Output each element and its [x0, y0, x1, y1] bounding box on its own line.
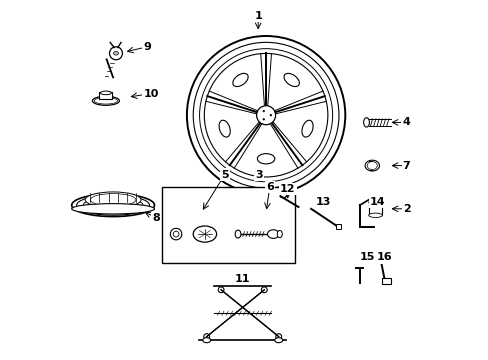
- Text: 14: 14: [369, 197, 385, 207]
- Circle shape: [109, 47, 122, 60]
- Text: 1: 1: [254, 11, 262, 21]
- Ellipse shape: [92, 96, 119, 105]
- Text: 10: 10: [143, 89, 158, 99]
- Circle shape: [269, 114, 271, 116]
- Ellipse shape: [267, 230, 279, 238]
- Circle shape: [173, 231, 179, 237]
- Ellipse shape: [363, 118, 368, 127]
- Text: 4: 4: [402, 117, 409, 127]
- Text: 6: 6: [265, 182, 273, 192]
- Ellipse shape: [113, 51, 118, 55]
- Ellipse shape: [235, 230, 241, 238]
- Circle shape: [275, 334, 281, 339]
- Ellipse shape: [203, 338, 210, 343]
- Ellipse shape: [83, 197, 142, 213]
- Text: 12: 12: [279, 184, 295, 194]
- Ellipse shape: [77, 195, 149, 215]
- Text: 13: 13: [315, 197, 331, 207]
- Text: 2: 2: [402, 204, 409, 214]
- Circle shape: [203, 334, 209, 339]
- Circle shape: [263, 110, 264, 112]
- Ellipse shape: [368, 200, 382, 204]
- Circle shape: [170, 228, 182, 240]
- Ellipse shape: [368, 213, 382, 217]
- Text: 9: 9: [143, 42, 151, 52]
- Ellipse shape: [366, 162, 377, 170]
- Text: 15: 15: [359, 252, 374, 262]
- Ellipse shape: [90, 194, 136, 206]
- Ellipse shape: [193, 226, 216, 242]
- Circle shape: [193, 42, 338, 188]
- Ellipse shape: [219, 120, 230, 137]
- Ellipse shape: [277, 230, 282, 238]
- Ellipse shape: [284, 73, 299, 86]
- Bar: [382, 278, 390, 284]
- Text: 11: 11: [234, 274, 250, 284]
- Circle shape: [263, 118, 264, 120]
- Circle shape: [204, 53, 327, 177]
- Ellipse shape: [72, 194, 154, 217]
- Bar: [162, 187, 294, 263]
- Ellipse shape: [257, 154, 274, 164]
- Circle shape: [199, 49, 332, 182]
- Bar: [335, 224, 341, 229]
- Text: 7: 7: [402, 161, 409, 171]
- Ellipse shape: [232, 73, 247, 86]
- Bar: [368, 202, 382, 215]
- Bar: [99, 92, 112, 99]
- Ellipse shape: [274, 338, 282, 343]
- Circle shape: [261, 287, 266, 293]
- Text: 8: 8: [152, 213, 160, 223]
- Circle shape: [256, 106, 275, 125]
- Text: 5: 5: [221, 170, 228, 180]
- Text: 16: 16: [376, 252, 392, 262]
- Ellipse shape: [365, 160, 379, 171]
- Ellipse shape: [85, 192, 141, 208]
- Ellipse shape: [301, 120, 312, 137]
- Text: 3: 3: [255, 170, 262, 180]
- Circle shape: [186, 36, 345, 194]
- Ellipse shape: [94, 98, 117, 104]
- Ellipse shape: [72, 204, 154, 214]
- Ellipse shape: [101, 91, 111, 95]
- Circle shape: [218, 287, 224, 293]
